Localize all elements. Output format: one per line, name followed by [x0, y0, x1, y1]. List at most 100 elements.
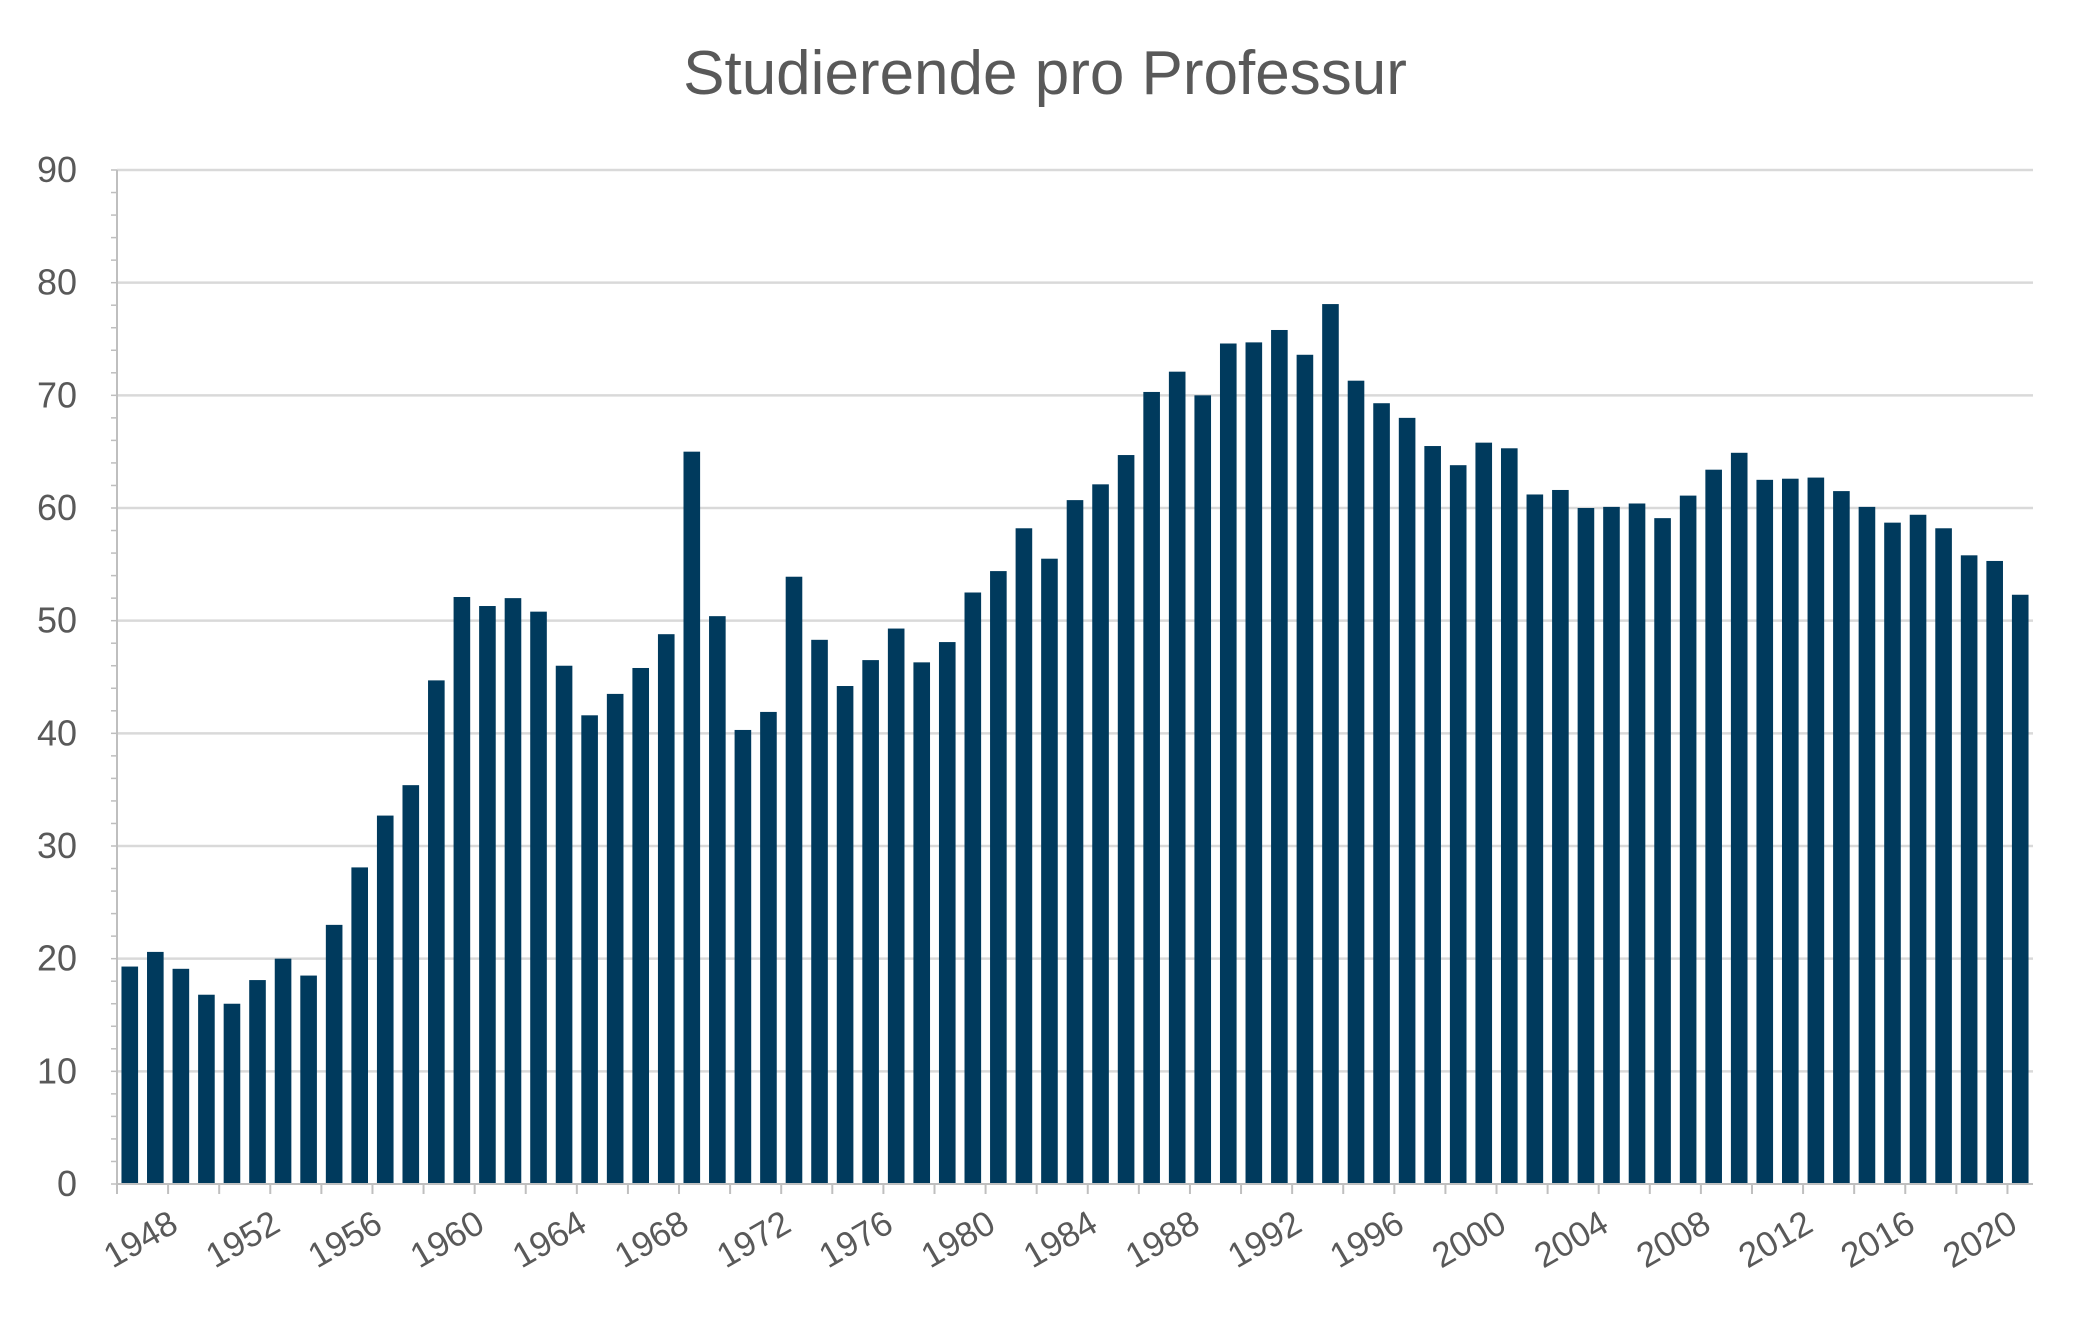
bar — [760, 711, 777, 1184]
bar — [581, 715, 598, 1184]
bar — [1015, 528, 1033, 1184]
bar — [1424, 446, 1441, 1184]
bar — [606, 693, 624, 1184]
bar — [1858, 506, 1876, 1185]
x-tick-label: 1992 — [1221, 1203, 1308, 1276]
bar — [1679, 495, 1697, 1184]
y-tick-label: 40 — [37, 712, 77, 753]
chart-title: Studierende pro Professur — [683, 39, 1407, 108]
bar — [274, 958, 292, 1184]
x-tick-label: 1972 — [710, 1203, 797, 1276]
bar — [1219, 343, 1237, 1184]
bar — [709, 616, 726, 1184]
x-tick-label: 1968 — [608, 1203, 695, 1276]
x-tick-label: 2008 — [1630, 1203, 1717, 1276]
x-tick-label: 1960 — [404, 1203, 491, 1276]
bar — [1960, 555, 1978, 1184]
x-tick-label: 1984 — [1017, 1203, 1104, 1276]
bar — [1654, 518, 1671, 1184]
bar — [683, 451, 701, 1185]
bar — [1782, 478, 1799, 1184]
bar — [198, 994, 215, 1184]
bar — [1526, 494, 1544, 1185]
bar — [555, 665, 573, 1184]
bar — [376, 815, 394, 1184]
bar — [351, 867, 368, 1184]
y-tick-label: 90 — [37, 149, 77, 190]
bar — [632, 667, 650, 1184]
bar — [479, 606, 496, 1184]
bar — [964, 592, 982, 1184]
bar — [1194, 395, 1212, 1184]
bar — [1398, 417, 1416, 1184]
bar — [1373, 403, 1390, 1185]
bar — [504, 598, 522, 1184]
bar — [887, 628, 905, 1184]
bar — [1475, 442, 1493, 1184]
bar — [1143, 391, 1160, 1184]
bar — [1935, 528, 1952, 1184]
bar — [1347, 380, 1365, 1185]
bar — [938, 642, 956, 1184]
bar — [1271, 329, 1288, 1184]
bar — [300, 975, 317, 1184]
bar — [913, 662, 931, 1184]
x-tick-label: 2004 — [1528, 1203, 1615, 1276]
bar — [1603, 506, 1620, 1185]
bar — [1322, 304, 1339, 1184]
bar — [1066, 500, 1084, 1184]
bar — [1092, 484, 1109, 1185]
y-tick-label: 60 — [37, 487, 77, 528]
x-tick-label: 2020 — [1937, 1203, 2024, 1276]
bar — [1245, 342, 1263, 1184]
x-tick-label: 1980 — [915, 1203, 1002, 1276]
bar — [1833, 491, 1850, 1185]
bar — [1296, 354, 1314, 1185]
bar — [734, 729, 752, 1184]
y-tick-label: 80 — [37, 262, 77, 303]
bar — [1500, 448, 1518, 1185]
bar — [1884, 522, 1901, 1184]
bar — [811, 639, 828, 1184]
bar — [836, 686, 854, 1184]
y-tick-label: 10 — [37, 1050, 77, 1091]
x-tick-label: 1948 — [97, 1203, 184, 1276]
x-tick-label: 2016 — [1834, 1203, 1921, 1276]
bar — [2011, 594, 2029, 1184]
bar — [1449, 465, 1467, 1185]
bar — [1909, 514, 1927, 1184]
bar — [1168, 371, 1186, 1184]
x-tick-label: 1956 — [302, 1203, 389, 1276]
bar — [325, 924, 343, 1184]
bar — [862, 660, 879, 1184]
x-tick-label: 2012 — [1732, 1203, 1819, 1276]
bar — [1986, 560, 2003, 1184]
y-tick-label: 50 — [37, 600, 77, 641]
bar — [990, 571, 1007, 1184]
bar — [1807, 477, 1825, 1185]
y-tick-label: 70 — [37, 374, 77, 415]
bar — [1041, 558, 1058, 1184]
bar — [1628, 503, 1646, 1184]
bar — [1577, 508, 1595, 1184]
y-tick-label: 20 — [37, 938, 77, 979]
bar — [428, 680, 445, 1184]
bar — [530, 611, 547, 1184]
bar — [1552, 489, 1569, 1184]
bar — [172, 968, 190, 1184]
bar — [147, 951, 164, 1184]
x-tick-label: 1964 — [506, 1203, 593, 1276]
bar — [785, 576, 803, 1184]
bar — [1705, 469, 1722, 1184]
x-tick-label: 1996 — [1323, 1203, 1410, 1276]
y-tick-label: 0 — [57, 1163, 77, 1204]
x-tick-label: 2000 — [1426, 1203, 1513, 1276]
bar — [223, 1003, 241, 1184]
bars — [121, 304, 2029, 1185]
bar — [402, 785, 420, 1184]
y-tick-label: 30 — [37, 825, 77, 866]
bar — [1730, 452, 1748, 1184]
bar — [1756, 479, 1774, 1184]
